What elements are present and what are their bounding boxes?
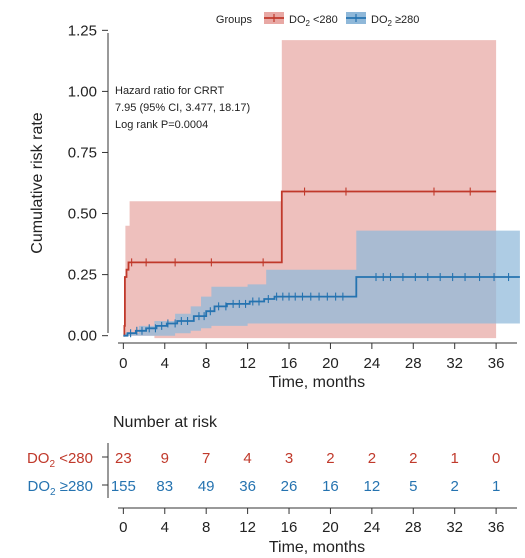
risk-values: 23 9 7 4 3 2 2 2 1 0 155 83 49 36 26 16 12 5 2 1: [111, 450, 500, 495]
risk-value-0-9: 0: [492, 450, 500, 467]
legend-label-low: DO2 <280: [289, 14, 338, 28]
risk-value-0-4: 3: [285, 450, 293, 467]
risk-value-1-9: 1: [492, 478, 500, 495]
risk-x-axis-ticks: 0 4 8 12 16 20 24 28 32 36: [119, 508, 504, 536]
x-tick-label-4: 16: [281, 355, 298, 372]
x-tick-label-1: 4: [161, 355, 169, 372]
x-tick-label-7: 28: [405, 355, 422, 372]
risk-x-tick-label-2: 8: [202, 519, 210, 536]
risk-value-1-5: 16: [322, 478, 339, 495]
risk-table-title: Number at risk: [113, 414, 218, 431]
plot-area: 0.00 0.25 0.50 0.75 1.00 1.25 0 4 8 12 16 20 24 28 32…: [29, 22, 520, 391]
legend: Groups DO2 <280 DO2 ≥280: [216, 12, 419, 28]
risk-value-1-4: 26: [281, 478, 298, 495]
legend-entry-low: DO2 <280: [264, 12, 338, 28]
hazard-annotation: Hazard ratio for CRRT 7.95 (95% CI, 3.47…: [115, 85, 250, 131]
risk-table: Number at risk DO2 <280 DO2 ≥280 23 9 7 4 3 2…: [27, 414, 517, 556]
risk-value-0-0: 23: [115, 450, 132, 467]
risk-value-0-8: 1: [451, 450, 459, 467]
legend-title: Groups: [216, 14, 253, 26]
x-tick-label-9: 36: [488, 355, 505, 372]
risk-x-tick-label-6: 24: [364, 519, 381, 536]
annotation-line-3: Log rank P=0.0004: [115, 119, 208, 131]
x-tick-label-3: 12: [239, 355, 256, 372]
risk-x-tick-label-1: 4: [161, 519, 169, 536]
curve-0: [123, 190, 497, 337]
risk-value-1-2: 49: [198, 478, 215, 495]
y-tick-label-4: 1.00: [68, 83, 97, 100]
risk-x-tick-label-5: 20: [322, 519, 339, 536]
annotation-line-1: Hazard ratio for CRRT: [115, 85, 224, 97]
y-axis-ticks: 0.00 0.25 0.50 0.75 1.00 1.25: [68, 22, 108, 345]
risk-x-tick-label-3: 12: [239, 519, 256, 536]
risk-value-1-0: 155: [111, 478, 136, 495]
risk-x-tick-label-7: 28: [405, 519, 422, 536]
risk-value-0-5: 2: [326, 450, 334, 467]
risk-value-1-7: 5: [409, 478, 417, 495]
x-tick-label-6: 24: [364, 355, 381, 372]
risk-x-tick-label-9: 36: [488, 519, 505, 536]
risk-x-tick-label-4: 16: [281, 519, 298, 536]
x-axis-label: Time, months: [269, 374, 365, 391]
risk-value-0-3: 4: [243, 450, 251, 467]
risk-row-label-high: DO2 ≥280: [28, 478, 94, 498]
y-tick-label-1: 0.25: [68, 267, 97, 284]
risk-value-0-1: 9: [161, 450, 169, 467]
legend-entry-high: DO2 ≥280: [346, 12, 419, 28]
ci-band-1: [123, 230, 520, 336]
x-tick-label-8: 32: [446, 355, 463, 372]
y-tick-label-5: 1.25: [68, 22, 97, 39]
risk-value-0-2: 7: [202, 450, 210, 467]
risk-x-tick-label-8: 32: [446, 519, 463, 536]
risk-x-tick-label-0: 0: [119, 519, 127, 536]
risk-value-0-7: 2: [409, 450, 417, 467]
x-tick-label-5: 20: [322, 355, 339, 372]
survival-curves: [123, 190, 520, 337]
x-axis-ticks: 0 4 8 12 16 20 24 28 32 36: [119, 343, 504, 372]
y-tick-label-0: 0.00: [68, 328, 97, 345]
y-tick-label-3: 0.75: [68, 144, 97, 161]
y-axis-label: Cumulative risk rate: [29, 112, 46, 253]
annotation-line-2: 7.95 (95% CI, 3.477, 18.17): [115, 102, 250, 114]
x-tick-label-2: 8: [202, 355, 210, 372]
risk-row-label-low: DO2 <280: [27, 450, 93, 470]
x-tick-label-0: 0: [119, 355, 127, 372]
ci-bands: [123, 40, 520, 339]
risk-x-axis-label: Time, months: [269, 539, 365, 556]
y-tick-label-2: 0.50: [68, 206, 97, 223]
legend-label-high: DO2 ≥280: [371, 14, 419, 28]
risk-value-1-1: 83: [156, 478, 173, 495]
risk-value-0-6: 2: [368, 450, 376, 467]
risk-value-1-8: 2: [451, 478, 459, 495]
risk-value-1-3: 36: [239, 478, 256, 495]
censor-marks: [130, 187, 510, 338]
curve-1: [123, 276, 520, 337]
risk-value-1-6: 12: [364, 478, 381, 495]
